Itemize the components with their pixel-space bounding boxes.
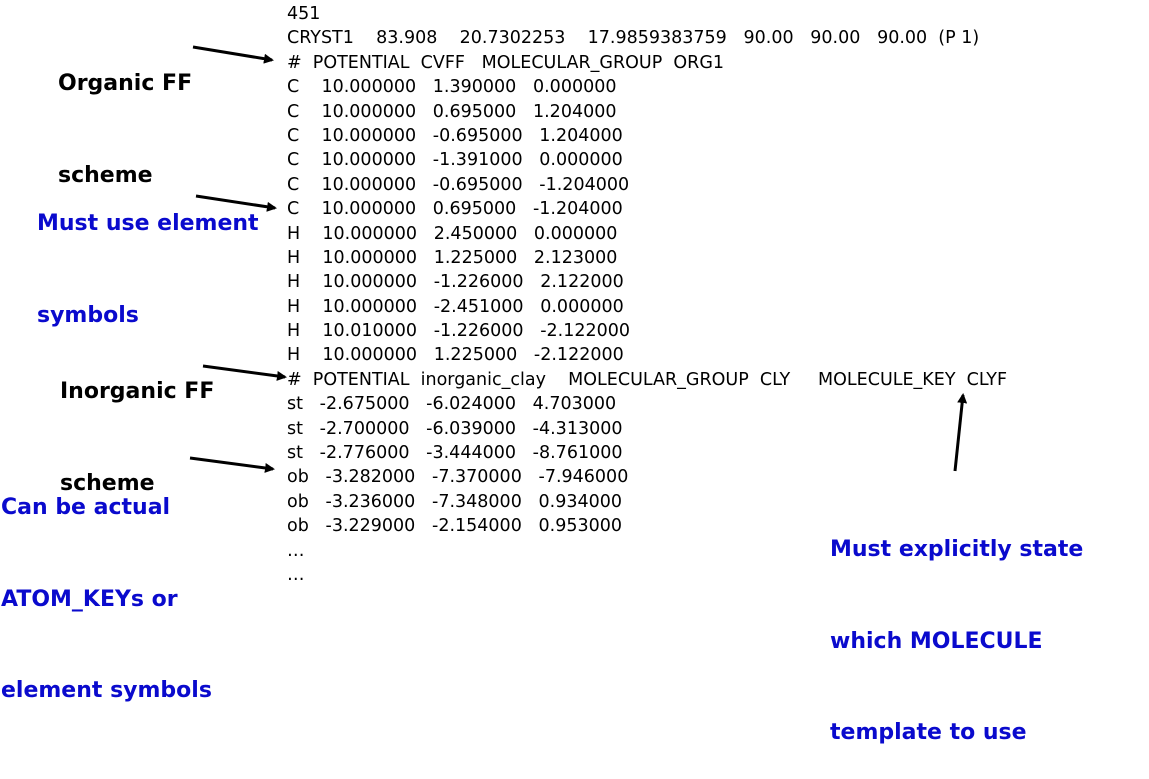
code-line-atom: H 10.000000 1.225000 2.123000 [287,247,618,268]
code-line-atom-count: 451 [287,4,321,24]
annotation-line: Inorganic FF [60,379,215,404]
organic-ff-annotation: Organic FF scheme [58,8,192,222]
code-line-organic-potential: # POTENTIAL CVFF MOLECULAR_GROUP ORG1 [287,52,725,73]
code-line-atom: st -2.700000 -6.039000 -4.313000 [287,418,623,439]
code-line-atom: H 10.000000 2.450000 0.000000 [287,223,618,244]
inorganic-ff-annotation: Inorganic FF scheme [60,316,214,530]
code-line-atom: H 10.010000 -1.226000 -2.122000 [287,321,631,342]
code-line-atom: st -2.675000 -6.024000 4.703000 [287,394,617,415]
code-line-atom: ob -3.282000 -7.370000 -7.946000 [287,467,629,488]
code-line-atom: C 10.000000 -0.695000 1.204000 [287,125,623,146]
code-line-atom: ob -3.236000 -7.348000 0.934000 [287,491,623,512]
organic-ff-arrow [192,45,274,64]
annotation-line: which MOLECULE [830,628,1043,654]
code-line-atom: C 10.000000 -1.391000 0.000000 [287,150,623,171]
annotation-line: Organic FF [58,71,193,96]
code-line-atom: C 10.000000 -0.695000 -1.204000 [287,174,630,195]
annotation-line: Must use element [37,211,259,236]
annotation-line: Can be actual [1,495,171,520]
code-line-ellipsis: … [287,540,305,561]
code-line-atom: C 10.000000 0.695000 -1.204000 [287,199,623,220]
atom-keys-annotation: Can be actual ATOM_KEYs or element symbo… [1,432,212,737]
code-listing: 451 CRYST1 83.908 20.7302253 17.98593837… [287,2,1007,587]
annotation-line: scheme [58,162,153,188]
code-line-atom: H 10.000000 -2.451000 0.000000 [287,296,624,317]
code-line-atom: st -2.776000 -3.444000 -8.761000 [287,443,623,464]
annotation-line: template to use [830,720,1027,745]
annotation-line: scheme [60,470,155,496]
annotation-line: symbols [37,302,139,328]
code-line-atom: C 10.000000 1.390000 0.000000 [287,77,617,98]
annotation-line: element symbols [1,678,212,703]
element-symbols-annotation: Must use element symbols [37,148,259,362]
code-line-atom: H 10.000000 1.225000 -2.122000 [287,345,624,366]
code-line-cryst1: CRYST1 83.908 20.7302253 17.9859383759 9… [287,28,980,49]
code-line-atom: C 10.000000 0.695000 1.204000 [287,101,617,122]
molecule-template-annotation: Must explicitly state which MOLECULE tem… [830,474,1083,779]
inorganic-ff-arrow [202,364,287,381]
annotation-line: Must explicitly state [830,537,1084,562]
code-line-inorganic-potential: # POTENTIAL inorganic_clay MOLECULAR_GRO… [287,369,1008,390]
annotation-line: ATOM_KEYs or [1,586,178,612]
code-line-ellipsis: … [287,564,305,585]
code-line-atom: H 10.000000 -1.226000 2.122000 [287,272,624,293]
code-line-atom: ob -3.229000 -2.154000 0.953000 [287,516,623,537]
